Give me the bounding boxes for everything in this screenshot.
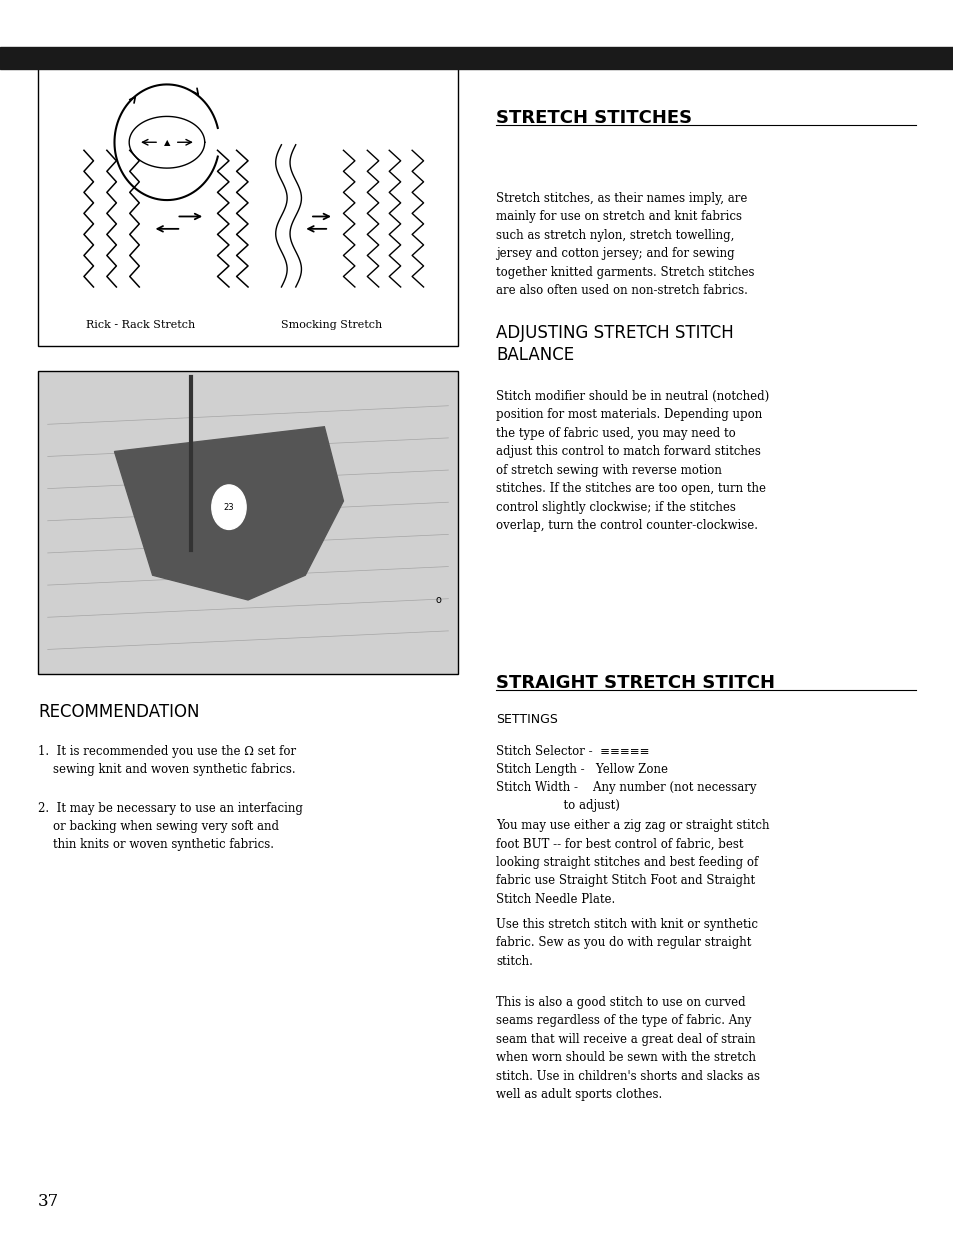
Text: o: o xyxy=(436,595,441,605)
Text: Use this stretch stitch with knit or synthetic
fabric. Sew as you do with regula: Use this stretch stitch with knit or syn… xyxy=(496,918,758,967)
Text: STRAIGHT STRETCH STITCH: STRAIGHT STRETCH STITCH xyxy=(496,674,774,693)
Text: SETTINGS: SETTINGS xyxy=(496,713,558,726)
Text: Stretch stitches, as their names imply, are
mainly for use on stretch and knit f: Stretch stitches, as their names imply, … xyxy=(496,192,754,297)
FancyBboxPatch shape xyxy=(38,68,457,346)
Text: Stitch modifier should be in neutral (notched)
position for most materials. Depe: Stitch modifier should be in neutral (no… xyxy=(496,390,768,532)
Bar xyxy=(0,47,953,69)
Text: 23: 23 xyxy=(223,502,234,512)
Text: ▲: ▲ xyxy=(164,137,170,147)
Text: Stitch Selector -  ≡≡≡≡≡
Stitch Length -   Yellow Zone
Stitch Width -    Any num: Stitch Selector - ≡≡≡≡≡ Stitch Length - … xyxy=(496,745,756,811)
Text: STRETCH STITCHES: STRETCH STITCHES xyxy=(496,109,692,127)
Polygon shape xyxy=(114,427,343,600)
Text: ADJUSTING STRETCH STITCH
BALANCE: ADJUSTING STRETCH STITCH BALANCE xyxy=(496,324,733,364)
Text: You may use either a zig zag or straight stitch
foot BUT -- for best control of : You may use either a zig zag or straight… xyxy=(496,819,769,905)
FancyBboxPatch shape xyxy=(38,371,457,674)
Text: Smocking Stretch: Smocking Stretch xyxy=(281,320,382,330)
Text: 37: 37 xyxy=(38,1192,59,1210)
Text: 1.  It is recommended you use the Ω set for
    sewing knit and woven synthetic : 1. It is recommended you use the Ω set f… xyxy=(38,745,296,776)
Text: 2.  It may be necessary to use an interfacing
    or backing when sewing very so: 2. It may be necessary to use an interfa… xyxy=(38,802,303,851)
Text: This is also a good stitch to use on curved
seams regardless of the type of fabr: This is also a good stitch to use on cur… xyxy=(496,996,760,1101)
Text: RECOMMENDATION: RECOMMENDATION xyxy=(38,703,199,721)
Text: Rick - Rack Stretch: Rick - Rack Stretch xyxy=(86,320,195,330)
Circle shape xyxy=(212,485,246,529)
